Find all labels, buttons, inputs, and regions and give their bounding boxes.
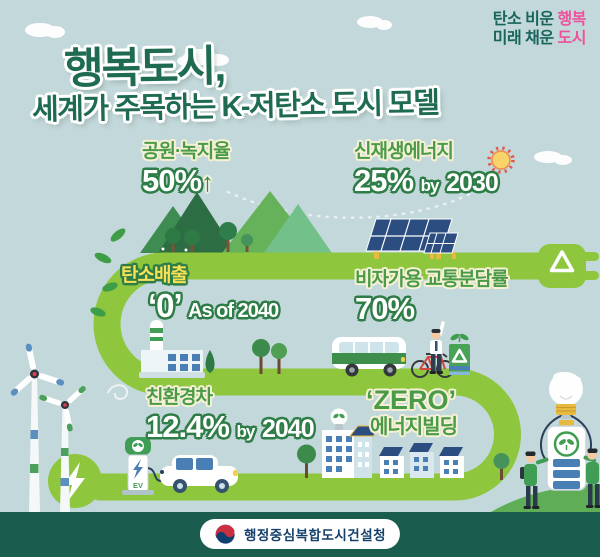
gov-emblem-icon [215, 524, 236, 545]
stat-year-text: 2040 [262, 414, 315, 443]
stat-renewable-label: 신재생에너지 [354, 141, 454, 162]
arrow-up-icon: ↑ [201, 166, 214, 197]
street-trees-icon [252, 339, 287, 374]
energy-lightning-icon [48, 454, 102, 508]
leaf-decoration-icon [90, 228, 126, 317]
stat-carbon-label: 탄소배출 [121, 265, 188, 286]
stat-value-text: 12.4% [146, 408, 230, 444]
slogan-pink-text: 행복 [557, 11, 587, 28]
wind-turbine-icon [39, 386, 86, 512]
stat-parks: 공원·녹지율 50%↑ [142, 141, 231, 198]
pine-tree-icon [205, 350, 215, 373]
stat-value-text: 50% [142, 162, 202, 198]
zero-energy-buildings-icon [322, 408, 464, 478]
stat-by-text: by [420, 175, 440, 195]
bus-icon [332, 337, 406, 377]
street-trees-icon [297, 444, 510, 480]
stat-renewable-value: 25% by 2030 [354, 162, 499, 198]
bicycle-icon [411, 353, 454, 378]
sun-icon [487, 146, 515, 174]
stat-ev-value: 12.4% by 2040 [146, 408, 315, 444]
stat-ev-label: 친환경차 [146, 387, 213, 408]
stat-value-text: ‘0’ [148, 286, 181, 324]
poster-title-line2: 세계가 주목하는 K-저탄소 도시 모델 [31, 87, 439, 127]
recycle-bin-icon [449, 333, 470, 375]
solar-panel-icon [365, 218, 459, 259]
stat-zero-building: ‘ZERO’ 에너지빌딩 [366, 385, 458, 439]
footer-bar: 행정중심복합도시건설청 [0, 512, 600, 557]
stat-renewable: 신재생에너지 25% by 2030 [354, 141, 499, 198]
slogan-line-1: 탄소 비운 행복 [492, 11, 587, 30]
stat-zero-sub: 에너지빌딩 [370, 416, 458, 439]
wind-swirl-icon [107, 384, 128, 400]
stat-transport-value: 70% [355, 290, 415, 326]
person-waving [429, 321, 445, 374]
slogan-pink-text: 도시 [557, 29, 587, 47]
people-holding-battery [520, 448, 600, 509]
stat-value-text: 25% [354, 162, 414, 198]
green-battery-icon [546, 420, 587, 491]
factory-icon [139, 320, 205, 378]
top-slogan: 탄소 비운 행복 미래 채운 도시 [492, 11, 587, 49]
agency-name: 행정중심복합도시건설청 [243, 528, 387, 543]
wind-turbine-icon [10, 343, 65, 512]
ev-label: EV [133, 481, 143, 490]
mountain-park-icon [140, 191, 332, 253]
stat-carbon: 탄소배출 ‘0’ As of 2040 [121, 265, 279, 324]
ev-charger-icon: EV [122, 437, 164, 495]
stat-by-text: by [236, 421, 256, 441]
agency-pill: 행정중심복합도시건설청 [199, 519, 401, 549]
stat-year-text: 2030 [446, 168, 499, 197]
recycle-plug-icon [538, 244, 599, 288]
stat-carbon-value: ‘0’ As of 2040 [148, 286, 279, 324]
slogan-line-2: 미래 채운 도시 [492, 29, 587, 49]
stat-transport-label: 비자가용 교통분담률 [355, 269, 509, 290]
stat-asof-text: As of 2040 [188, 299, 279, 322]
stat-parks-value: 50%↑ [142, 162, 230, 198]
light-bulb-icon [539, 372, 593, 461]
ev-car-icon [160, 455, 238, 493]
slogan-teal-text: 미래 채운 [492, 29, 558, 47]
slogan-teal-text: 탄소 비운 [492, 11, 558, 28]
stat-zero-label: ‘ZERO’ [366, 385, 457, 415]
stat-transport: 비자가용 교통분담률 70% [355, 269, 509, 326]
stat-parks-label: 공원·녹지율 [142, 141, 231, 162]
stat-ev: 친환경차 12.4% by 2040 [146, 387, 315, 444]
